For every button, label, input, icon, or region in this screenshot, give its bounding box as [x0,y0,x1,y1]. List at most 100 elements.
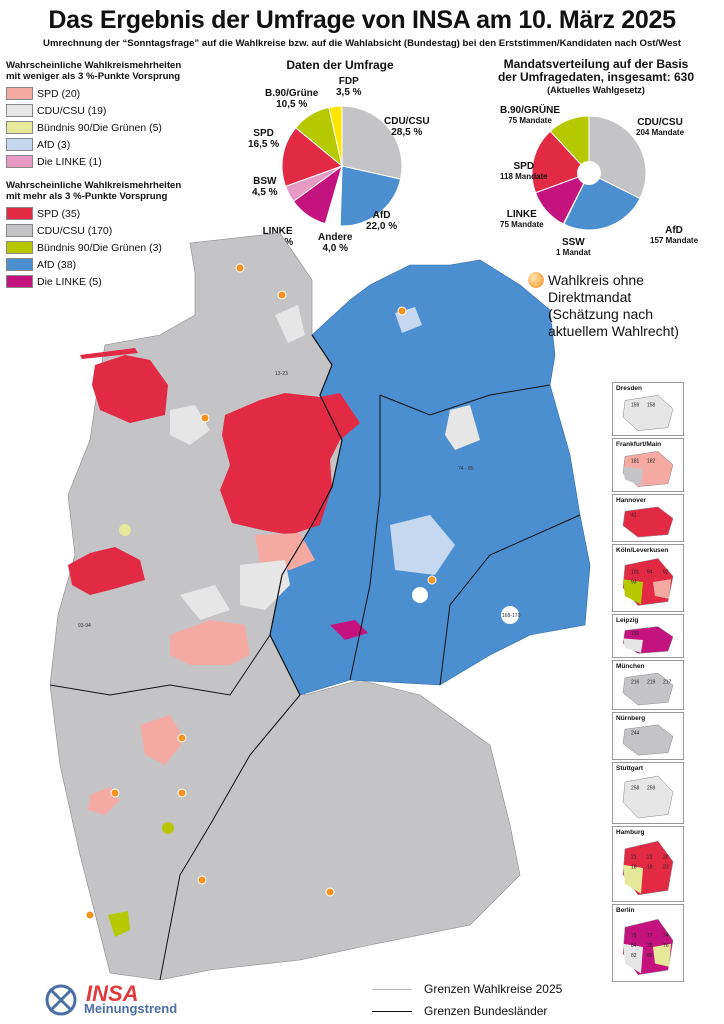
legend-label: CDU/CSU (170) [37,224,113,237]
map-region-spd-nw [92,355,168,423]
legend-swatch [6,155,33,168]
inset-map: 21 22 20 18 19 23 [622,840,674,896]
inset-number: 258 [631,786,640,792]
inset-label: Köln/Leverkusen [616,547,669,554]
legend-swatch [6,121,33,134]
legend-small-item: AfD (3) [6,136,276,153]
inset-stuttgart: Stuttgart 258 259 [612,762,684,824]
pie2-label-b-90-gr-ne: B.90/GRÜNE 75 Mandate [500,105,561,126]
legend-large-item: CDU/CSU (170) [6,222,276,239]
inset-label: Hamburg [616,829,645,836]
inset-n-rnberg: Nürnberg 244 [612,712,684,760]
insa-logo: INSA Meinungstrend [44,981,177,1022]
line-legend-laender-swatch [372,1011,412,1012]
insa-logo-subtitle: Meinungstrend [84,1001,178,1016]
inset-number: 23 [663,864,669,870]
pie1-label-b-90-gr-ne: B.90/Grüne 10,5 % [265,88,319,110]
inset-number: 78 [647,943,653,949]
legend-large-item: AfD (38) [6,256,276,273]
legend-swatch [6,241,33,254]
note-line-2: Direktmandat [548,289,632,305]
orange-dot-marker [197,875,207,885]
pie1-label-spd: SPD 16,5 % [248,128,280,150]
note-line-1: Wahlkreis ohne [548,272,644,288]
pie-slice-fdp [328,105,343,167]
map-label-hamburg: 13-23 [275,371,288,377]
legend-small-item: SPD (20) [6,85,276,102]
orange-dot-marker [427,575,437,585]
orange-dot-marker [235,263,245,273]
inset-number: 182 [647,459,656,465]
legend-small-margin: Wahrscheinliche Wahlkreismehrheiten mit … [6,60,276,170]
inset-number: 101 [631,570,640,576]
insa-logo-icon [45,984,77,1016]
legend-small-item: Bündnis 90/Die Grünen (5) [6,119,276,136]
legend-swatch [6,258,33,271]
map-region-spd-ruhr [68,547,145,595]
inset-number: 19 [647,864,653,870]
inset-number: 84 [631,943,637,949]
legend-small-heading-2: mit weniger als 3 %-Punkte Vorsprung [6,71,181,82]
inset-map: 216 219 217 [622,672,674,706]
inset-number: 181 [631,459,640,465]
inset-label: Berlin [616,907,635,914]
pie1-label-andere: Andere 4,0 % [318,232,353,254]
pie-slice-afd [339,165,402,227]
inset-map: 101 94 92 93 [622,558,674,606]
inset-label: Dresden [616,385,643,392]
pie1-label-bsw: BSW 4,5 % [252,176,278,198]
legend-large-heading-1: Wahrscheinliche Wahlkreismehrheiten [6,180,182,191]
note-line-3: (Schätzung nach [548,306,654,322]
legend-large-item: SPD (35) [6,205,276,222]
page-subtitle: Umrechnung der “Sonntagsfrage” auf die W… [43,38,681,49]
pie-slice-cdu-csu [341,105,403,180]
inset-number: 77 [647,933,653,939]
inset-label: Hannover [616,497,646,504]
inset-label: München [616,663,645,670]
inset-number: 82 [631,953,637,959]
pie1-label-fdp: FDP 3,5 % [336,76,362,98]
inset-label: Frankfurt/Main [616,441,662,448]
legend-small-heading-1: Wahrscheinliche Wahlkreismehrheiten [6,60,182,71]
orange-dot-marker [177,733,187,743]
insa-logo-brand: INSA [86,981,139,1006]
pie-slice-afd [563,172,641,231]
pie1-label-cdu-csu: CDU/CSU 28,5 % [384,116,430,138]
pie2-label-linke: LINKE 75 Mandate [500,209,544,230]
orange-dot-marker [397,306,407,316]
legend-label: AfD (38) [37,258,77,271]
map-label-berlin: 74 - 85 [458,466,474,472]
donut-hole [577,161,601,185]
orange-dot-marker [200,413,210,423]
pie2-label-ssw: SSW 1 Mandat [556,237,591,258]
legend-label: Bündnis 90/Die Grünen (3) [37,241,162,254]
inset-number: 18 [631,864,637,870]
legend-swatch [6,224,33,237]
legend-label: SPD (20) [37,87,81,100]
legend-swatch [6,207,33,220]
map-label-koeln: 93-94 [78,623,91,629]
pie2-title: Mandatsverteilung auf der Basis der Umfr… [488,58,704,97]
inset-number: 76 [663,943,669,949]
inset-m-nchen: München 216 219 217 [612,660,684,710]
inset-map: 41 [622,506,674,538]
legend-small-item: CDU/CSU (19) [6,102,276,119]
inset-number: 158 [647,403,656,409]
inset-number: 74 [663,933,669,939]
inset-frankfurt-main: Frankfurt/Main 181 182 [612,438,684,492]
inset-map: 75 77 74 84 78 76 82 83 [622,918,674,975]
inset-number: 83 [647,953,653,959]
orange-dot-markers [85,263,437,920]
direct-mandate-note: Wahlkreis ohne Direktmandat (Schätzung n… [548,272,679,340]
pie1-title: Daten der Umfrage [286,58,394,72]
inset-leipzig: Leipzig 151 [612,614,684,658]
pie1-label-afd: AfD 22,0 % [366,210,398,232]
orange-dot-marker [177,788,187,798]
inset-berlin: Berlin 75 77 74 84 78 76 82 83 [612,904,684,982]
legend-large-margin: Wahrscheinliche Wahlkreismehrheiten mit … [6,180,276,290]
orange-dot-marker [110,788,120,798]
inset-k-ln-leverkusen: Köln/Leverkusen 101 94 92 93 [612,544,684,612]
inset-label: Stuttgart [616,765,644,772]
line-legend-wahlkreise: Grenzen Wahlkreise 2025 [424,982,563,996]
legend-large-item: Bündnis 90/Die Grünen (3) [6,239,276,256]
